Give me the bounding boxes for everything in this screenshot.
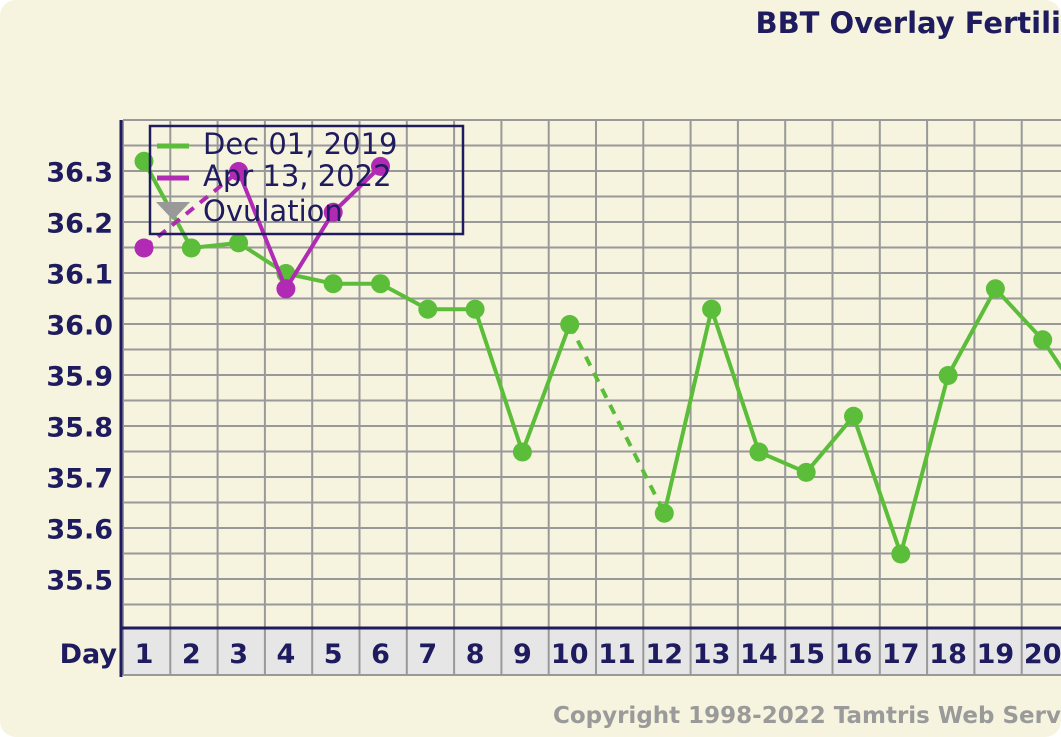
series-1-point [371,274,390,294]
day-tick-label: 16 [835,639,873,670]
day-tick-label: 20 [1024,639,1061,670]
series-1-point [891,544,911,564]
day-tick-label: 3 [229,639,248,670]
series-1-point [323,274,343,294]
series-1-point [654,503,674,523]
series-2-point [229,162,249,181]
day-tick-label: 2 [182,639,201,670]
day-tick-label: 14 [740,639,778,670]
series-1-point [702,299,722,319]
y-tick-label: 35.7 [46,464,113,495]
day-tick-label: 12 [646,639,684,670]
series-1-segment [520,323,572,453]
y-tick-label: 35.5 [46,566,113,597]
y-tick-label: 36.1 [46,260,113,291]
series-2-point [371,156,390,176]
series-1-segment [662,308,714,514]
day-tick-label: 8 [466,639,485,670]
series-1-segment [1041,338,1061,372]
day-row-background [123,628,1061,675]
series-1-point [938,366,958,385]
series-1-segment [804,415,856,474]
series-1-point [844,406,863,426]
series-1-point [418,299,438,319]
day-tick-label: 13 [693,639,731,670]
series-2-point [323,202,343,222]
series-1-segment [946,287,998,377]
day-tick-label: 15 [787,639,825,670]
series-1-segment [898,374,951,555]
day-tick-label: 9 [513,639,532,670]
series-1-point [796,462,816,482]
series-2-point [134,238,154,258]
series-1-point [465,299,485,319]
day-tick-label: 18 [929,639,967,670]
legend-label: Apr 13, 2022 [203,159,392,193]
legend-label: Dec 01, 2019 [203,127,397,161]
chart-title: BBT Overlay Fertili [755,6,1061,40]
day-tick-label: 1 [135,639,154,670]
day-tick-label: 19 [977,639,1015,670]
series-2-segment [236,170,288,290]
day-tick-label: 4 [277,639,296,670]
legend-box [148,124,465,236]
day-tick-label: 6 [371,639,390,670]
series-1-point [1033,330,1053,350]
series-2-point [276,279,296,299]
legend-label: Ovulation [203,194,343,228]
y-tick-label: 36.0 [46,311,113,342]
series-2-segment [284,211,335,290]
series-1-point [229,233,249,253]
day-tick-label: 17 [882,639,920,670]
series-1-segment [473,308,525,453]
series-1-point [560,315,580,334]
series-1-segment [993,287,1045,342]
day-tick-label: 11 [598,639,636,670]
series-1-point [985,279,1005,299]
series-1-segment [709,308,761,453]
series-1-point [512,442,532,462]
series-1-point [749,442,769,462]
series-1-point [181,238,201,258]
copyright-text: Copyright 1998-2022 Tamtris Web Serv [553,703,1061,729]
y-tick-label: 36.3 [46,158,113,189]
series-1-segment [851,415,903,555]
day-tick-label: 10 [551,639,589,670]
series-2-segment [331,164,382,214]
day-tick-label: 7 [418,639,437,670]
y-tick-label: 35.9 [46,362,113,393]
y-tick-label: 36.2 [46,209,113,240]
y-tick-label: 35.8 [46,413,113,444]
ovulation-triangle-icon [156,202,190,220]
y-tick-label: 35.6 [46,515,113,546]
x-axis-label: Day [60,639,118,670]
day-tick-label: 5 [324,639,343,670]
